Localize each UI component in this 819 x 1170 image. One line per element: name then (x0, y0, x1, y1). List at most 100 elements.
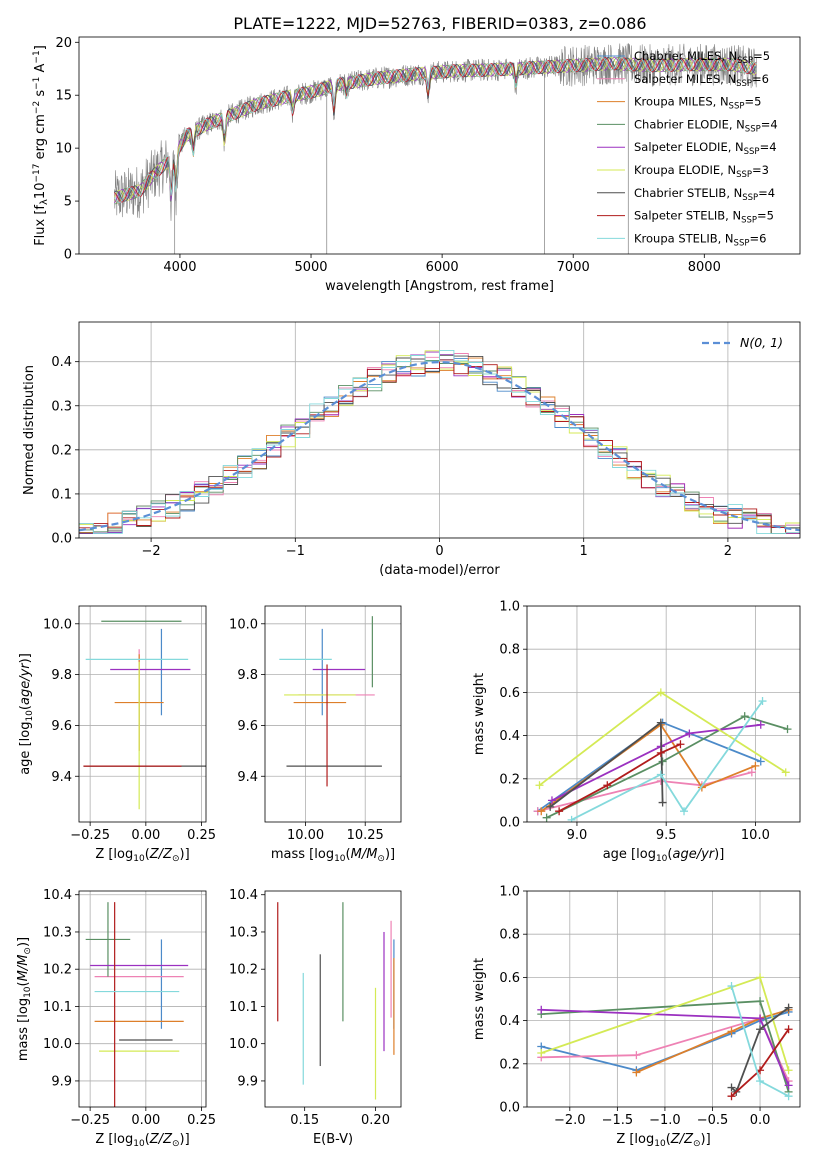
label-part: E(B-V) (313, 1132, 353, 1147)
y-tick-label: 0 (64, 248, 72, 263)
label-part: )] (18, 653, 33, 663)
axes-frame (78, 890, 207, 1108)
legend-label-sub: SSP (736, 170, 752, 180)
legend-label-suffix: =4 (761, 117, 778, 131)
x-axis-label: Z [log10(Z/Z⊙)] (95, 847, 189, 864)
label-part: Flux [f (33, 205, 48, 246)
y-tick-label: 15 (55, 89, 72, 104)
weight-marker (756, 1014, 765, 1023)
x-axis-label: age [log10(age/yr)] (603, 847, 725, 864)
histogram-step-8 (79, 349, 800, 538)
label-part: ( (145, 847, 150, 862)
weight-line (546, 715, 788, 819)
x-tick-label: 0.15 (290, 1113, 319, 1128)
axes-frame (264, 605, 402, 823)
weight-line (571, 700, 764, 821)
legend-label: Kroupa MILES, NSSP=5 (634, 95, 761, 112)
x-tick-label: 0.25 (187, 828, 216, 843)
y-tick-label: 1.0 (499, 885, 520, 900)
x-tick-label: 4000 (163, 260, 196, 275)
weight-marker (727, 1092, 736, 1101)
y-tick-label: 0.1 (51, 487, 72, 502)
label-part: )] (385, 847, 395, 862)
x-tick-label: 10.0 (741, 828, 770, 843)
y-tick-label: 10.1 (229, 1000, 258, 1015)
weight-line (537, 771, 753, 813)
x-tick-label: 2 (724, 544, 732, 559)
y-tick-label: 0.2 (51, 443, 72, 458)
histogram-step-7 (79, 359, 800, 538)
legend-label-sub: SSP (744, 147, 760, 157)
label-part: ( (18, 705, 33, 710)
weight-marker (756, 720, 765, 729)
plot-area (527, 891, 800, 1107)
weight-marker (656, 748, 665, 757)
x-axis-label: mass [log10(M/M⊙)] (271, 847, 395, 864)
spectrum-model-line (114, 57, 757, 204)
x-tick-label: 10.00 (287, 828, 324, 843)
x-axis-label: wavelength [Angstrom, rest frame] (325, 279, 554, 294)
y-tick-label: 9.9 (237, 1074, 258, 1089)
label-part: 10 (25, 710, 35, 722)
y-tick-label: 0.8 (499, 643, 520, 658)
weight-marker (546, 802, 555, 811)
y-tick-label: 10.2 (43, 963, 72, 978)
y-axis-label: Flux [fλ10−17 erg cm−2 s−1 A−1] (32, 45, 50, 246)
label-part: age/yr (672, 847, 715, 862)
spectrum-model-line (114, 56, 757, 202)
label-part: )] (701, 1132, 711, 1147)
weight-marker (747, 768, 756, 777)
weight-marker (727, 1027, 736, 1036)
y-tick-label: 9.6 (237, 719, 258, 734)
label-part: Z/Z (670, 1132, 694, 1147)
y-tick-label: 0.6 (499, 971, 520, 986)
y-tick-label: 0.8 (499, 928, 520, 943)
label-part: age [log (603, 847, 656, 862)
legend-label-prefix: Salpeter ELODIE, N (634, 140, 744, 154)
y-tick-label: 9.9 (51, 1074, 72, 1089)
y-axis-label: age [log10(age/yr)] (18, 653, 35, 775)
label-part: erg cm (33, 114, 48, 163)
legend-label-prefix: Kroupa ELODIE, N (634, 163, 736, 177)
weight-marker (756, 757, 765, 766)
legend-label-suffix: =5 (744, 95, 761, 109)
x-tick-label: −2.0 (554, 1113, 586, 1128)
label-part: mass [log (16, 998, 31, 1061)
x-tick-label: 9.0 (567, 828, 588, 843)
legend-label-suffix: =4 (760, 140, 777, 154)
weight-marker (756, 973, 765, 982)
label-part: M/M (351, 847, 378, 862)
legend-label-prefix: Salpeter MILES, N (634, 72, 736, 86)
x-tick-label: −0.5 (697, 1113, 729, 1128)
weight-marker (632, 1068, 641, 1077)
label-part: )] (180, 847, 190, 862)
label-part: )] (16, 937, 31, 947)
plot-area (527, 606, 800, 822)
label-part: Z/Z (149, 847, 173, 862)
weight-marker (783, 725, 792, 734)
y-tick-label: 10.4 (229, 888, 258, 903)
legend-label-prefix: Kroupa MILES, N (634, 95, 729, 109)
weight-line (551, 723, 761, 802)
weight-marker (537, 1005, 546, 1014)
legend-label-suffix: =3 (752, 163, 769, 177)
legend-label: Salpeter MILES, NSSP=6 (634, 72, 769, 89)
label-part: ] (33, 45, 48, 50)
weight-marker (656, 688, 665, 697)
plot-area (265, 606, 401, 822)
axes-frame (526, 605, 801, 823)
weight-marker (680, 807, 689, 816)
label-part: ⊙ (172, 1139, 180, 1149)
y-tick-label: 1.0 (499, 600, 520, 615)
y-tick-label: 0.0 (499, 1101, 520, 1116)
figure-title: PLATE=1222, MJD=52763, FIBERID=0383, z=0… (233, 14, 646, 33)
legend-label-prefix: Salpeter STELIB, N (634, 209, 741, 223)
label-part: )] (180, 1132, 190, 1147)
label-part: age [log (18, 722, 33, 775)
label-part: 10 (23, 986, 33, 998)
x-tick-label: −0.25 (70, 828, 110, 843)
x-tick-label: 6000 (426, 260, 459, 275)
weight-marker (658, 798, 667, 807)
